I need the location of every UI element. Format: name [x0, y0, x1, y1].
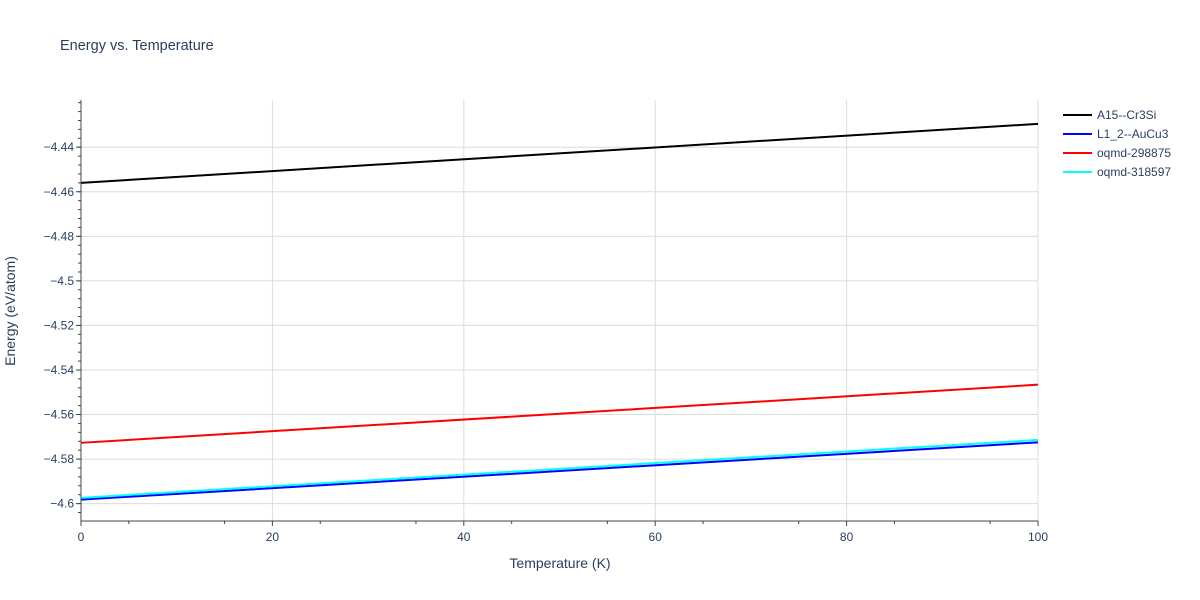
legend-label: oqmd-298875 — [1097, 146, 1171, 160]
grid-layer — [81, 100, 1039, 521]
x-tick-label: 80 — [840, 530, 854, 544]
axis-layer: 0 20 40 60 80 100 −4.44 −4.46 −4.48 −4.5 −4.52 −4.5… — [44, 100, 1048, 544]
legend-label: A15--Cr3Si — [1097, 108, 1156, 122]
y-tick-label: −4.46 — [44, 185, 75, 199]
y-tick-label: −4.52 — [44, 318, 75, 332]
series-line-oqmd-298875 — [80, 383, 1039, 444]
y-tick-label: −4.48 — [44, 229, 75, 243]
x-tick-label: 60 — [649, 530, 663, 544]
chart-title: Energy vs. Temperature — [60, 38, 214, 54]
y-tick-label: −4.58 — [44, 452, 75, 466]
legend-label: L1_2--AuCu3 — [1097, 127, 1169, 141]
series-line-oqmd-318597 — [80, 438, 1039, 499]
y-tick-label: −4.54 — [44, 363, 75, 377]
legend-item[interactable]: oqmd-318597 — [1063, 165, 1171, 179]
legend[interactable]: A15--Cr3Si L1_2--AuCu3 oqmd-298875 oqmd-318… — [1063, 108, 1171, 179]
legend-item[interactable]: L1_2--AuCu3 — [1063, 127, 1169, 141]
series-line-L1_2--AuCu3 — [80, 441, 1039, 501]
x-tick-label: 0 — [78, 530, 85, 544]
series-layer — [80, 122, 1039, 501]
x-tick-label: 40 — [457, 530, 471, 544]
legend-item[interactable]: oqmd-298875 — [1063, 146, 1171, 160]
x-tick-label: 20 — [266, 530, 280, 544]
legend-item[interactable]: A15--Cr3Si — [1063, 108, 1156, 122]
y-tick-label: −4.6 — [50, 497, 74, 511]
series-line-A15--Cr3Si — [80, 122, 1039, 184]
y-tick-label: −4.44 — [44, 140, 75, 154]
x-axis-label: Temperature (K) — [509, 555, 610, 571]
x-tick-label: 100 — [1028, 530, 1048, 544]
y-axis-label: Energy (eV/atom) — [2, 256, 18, 366]
y-tick-label: −4.5 — [50, 274, 74, 288]
y-tick-label: −4.56 — [44, 408, 75, 422]
legend-label: oqmd-318597 — [1097, 165, 1171, 179]
